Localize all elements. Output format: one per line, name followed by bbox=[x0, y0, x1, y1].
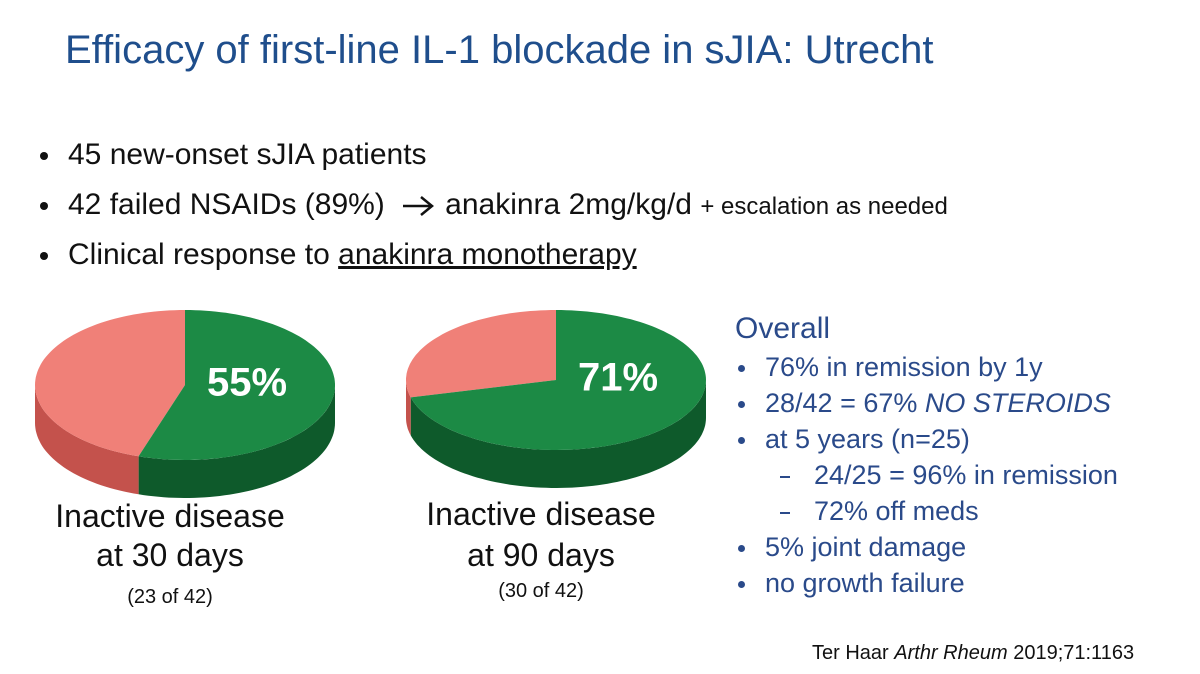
citation-ref: 2019;71:1163 bbox=[1013, 642, 1135, 664]
bullet: Clinical response to anakinra monotherap… bbox=[40, 238, 637, 272]
slide-title: Efficacy of first-line IL-1 blockade in … bbox=[65, 28, 934, 72]
overall-item: no growth failure bbox=[738, 568, 965, 599]
bullet-text: + escalation as needed bbox=[700, 193, 948, 220]
rest-slice bbox=[406, 310, 556, 398]
bullet-text: anakinra monotherapy bbox=[338, 238, 637, 271]
citation-author: Ter Haar bbox=[812, 642, 889, 664]
pie-caption: at 90 days bbox=[467, 537, 615, 573]
citation: Ter Haar Arthr Rheum 2019;71:1163 bbox=[812, 642, 1134, 665]
value-label: 55% bbox=[207, 361, 287, 405]
rest-side bbox=[406, 380, 411, 436]
overall-subitem: 72% off meds bbox=[780, 496, 979, 527]
arrow-icon bbox=[403, 196, 435, 217]
pie-charts: 55% 71% bbox=[35, 310, 706, 498]
item-text: 72% off meds bbox=[814, 496, 979, 526]
item-text: at 5 years (n=25) bbox=[765, 424, 970, 454]
pie-note: (23 of 42) bbox=[127, 586, 213, 608]
overall-item: at 5 years (n=25) bbox=[738, 424, 970, 455]
item-text: NO STEROIDS bbox=[924, 388, 1111, 418]
overall-heading: Overall bbox=[735, 312, 831, 345]
pie-caption: Inactive disease bbox=[426, 496, 656, 532]
item-text: 76% in remission by 1y bbox=[765, 352, 1043, 382]
overall-item: 28/42 = 67% NO STEROIDS bbox=[738, 388, 1111, 419]
bullet-text: 45 new-onset sJIA patients bbox=[68, 138, 427, 171]
item-text: 24/25 = 96% in remission bbox=[814, 460, 1118, 490]
slice bbox=[138, 310, 335, 460]
overall-subitem: 24/25 = 96% in remission bbox=[780, 460, 1118, 491]
slice-side bbox=[138, 385, 335, 498]
overall-item: 76% in remission by 1y bbox=[738, 352, 1043, 383]
item-text: 28/42 = 67% bbox=[765, 388, 918, 418]
rest-side bbox=[35, 385, 139, 495]
item-text: 5% joint damage bbox=[765, 532, 967, 562]
overall-item: 5% joint damage bbox=[738, 532, 966, 563]
value-label: 71% bbox=[578, 356, 658, 400]
item-text: no growth failure bbox=[765, 568, 965, 598]
pie-caption: Inactive disease bbox=[55, 498, 285, 534]
pie-note: (30 of 42) bbox=[498, 580, 584, 602]
citation-journal: Arthr Rheum bbox=[894, 642, 1008, 664]
slice bbox=[410, 310, 706, 450]
bullet: 42 failed NSAIDs (89%) anakinra 2mg/kg/d… bbox=[40, 188, 948, 222]
pie-caption: at 30 days bbox=[96, 537, 244, 573]
rest-slice bbox=[35, 310, 185, 457]
bullet-text: 42 failed NSAIDs (89%) bbox=[68, 188, 385, 221]
bullet-text: Clinical response to bbox=[68, 238, 330, 271]
bullet-text: anakinra 2mg/kg/d bbox=[445, 188, 692, 221]
slice-side bbox=[410, 380, 706, 488]
bullet: 45 new-onset sJIA patients bbox=[40, 138, 427, 172]
